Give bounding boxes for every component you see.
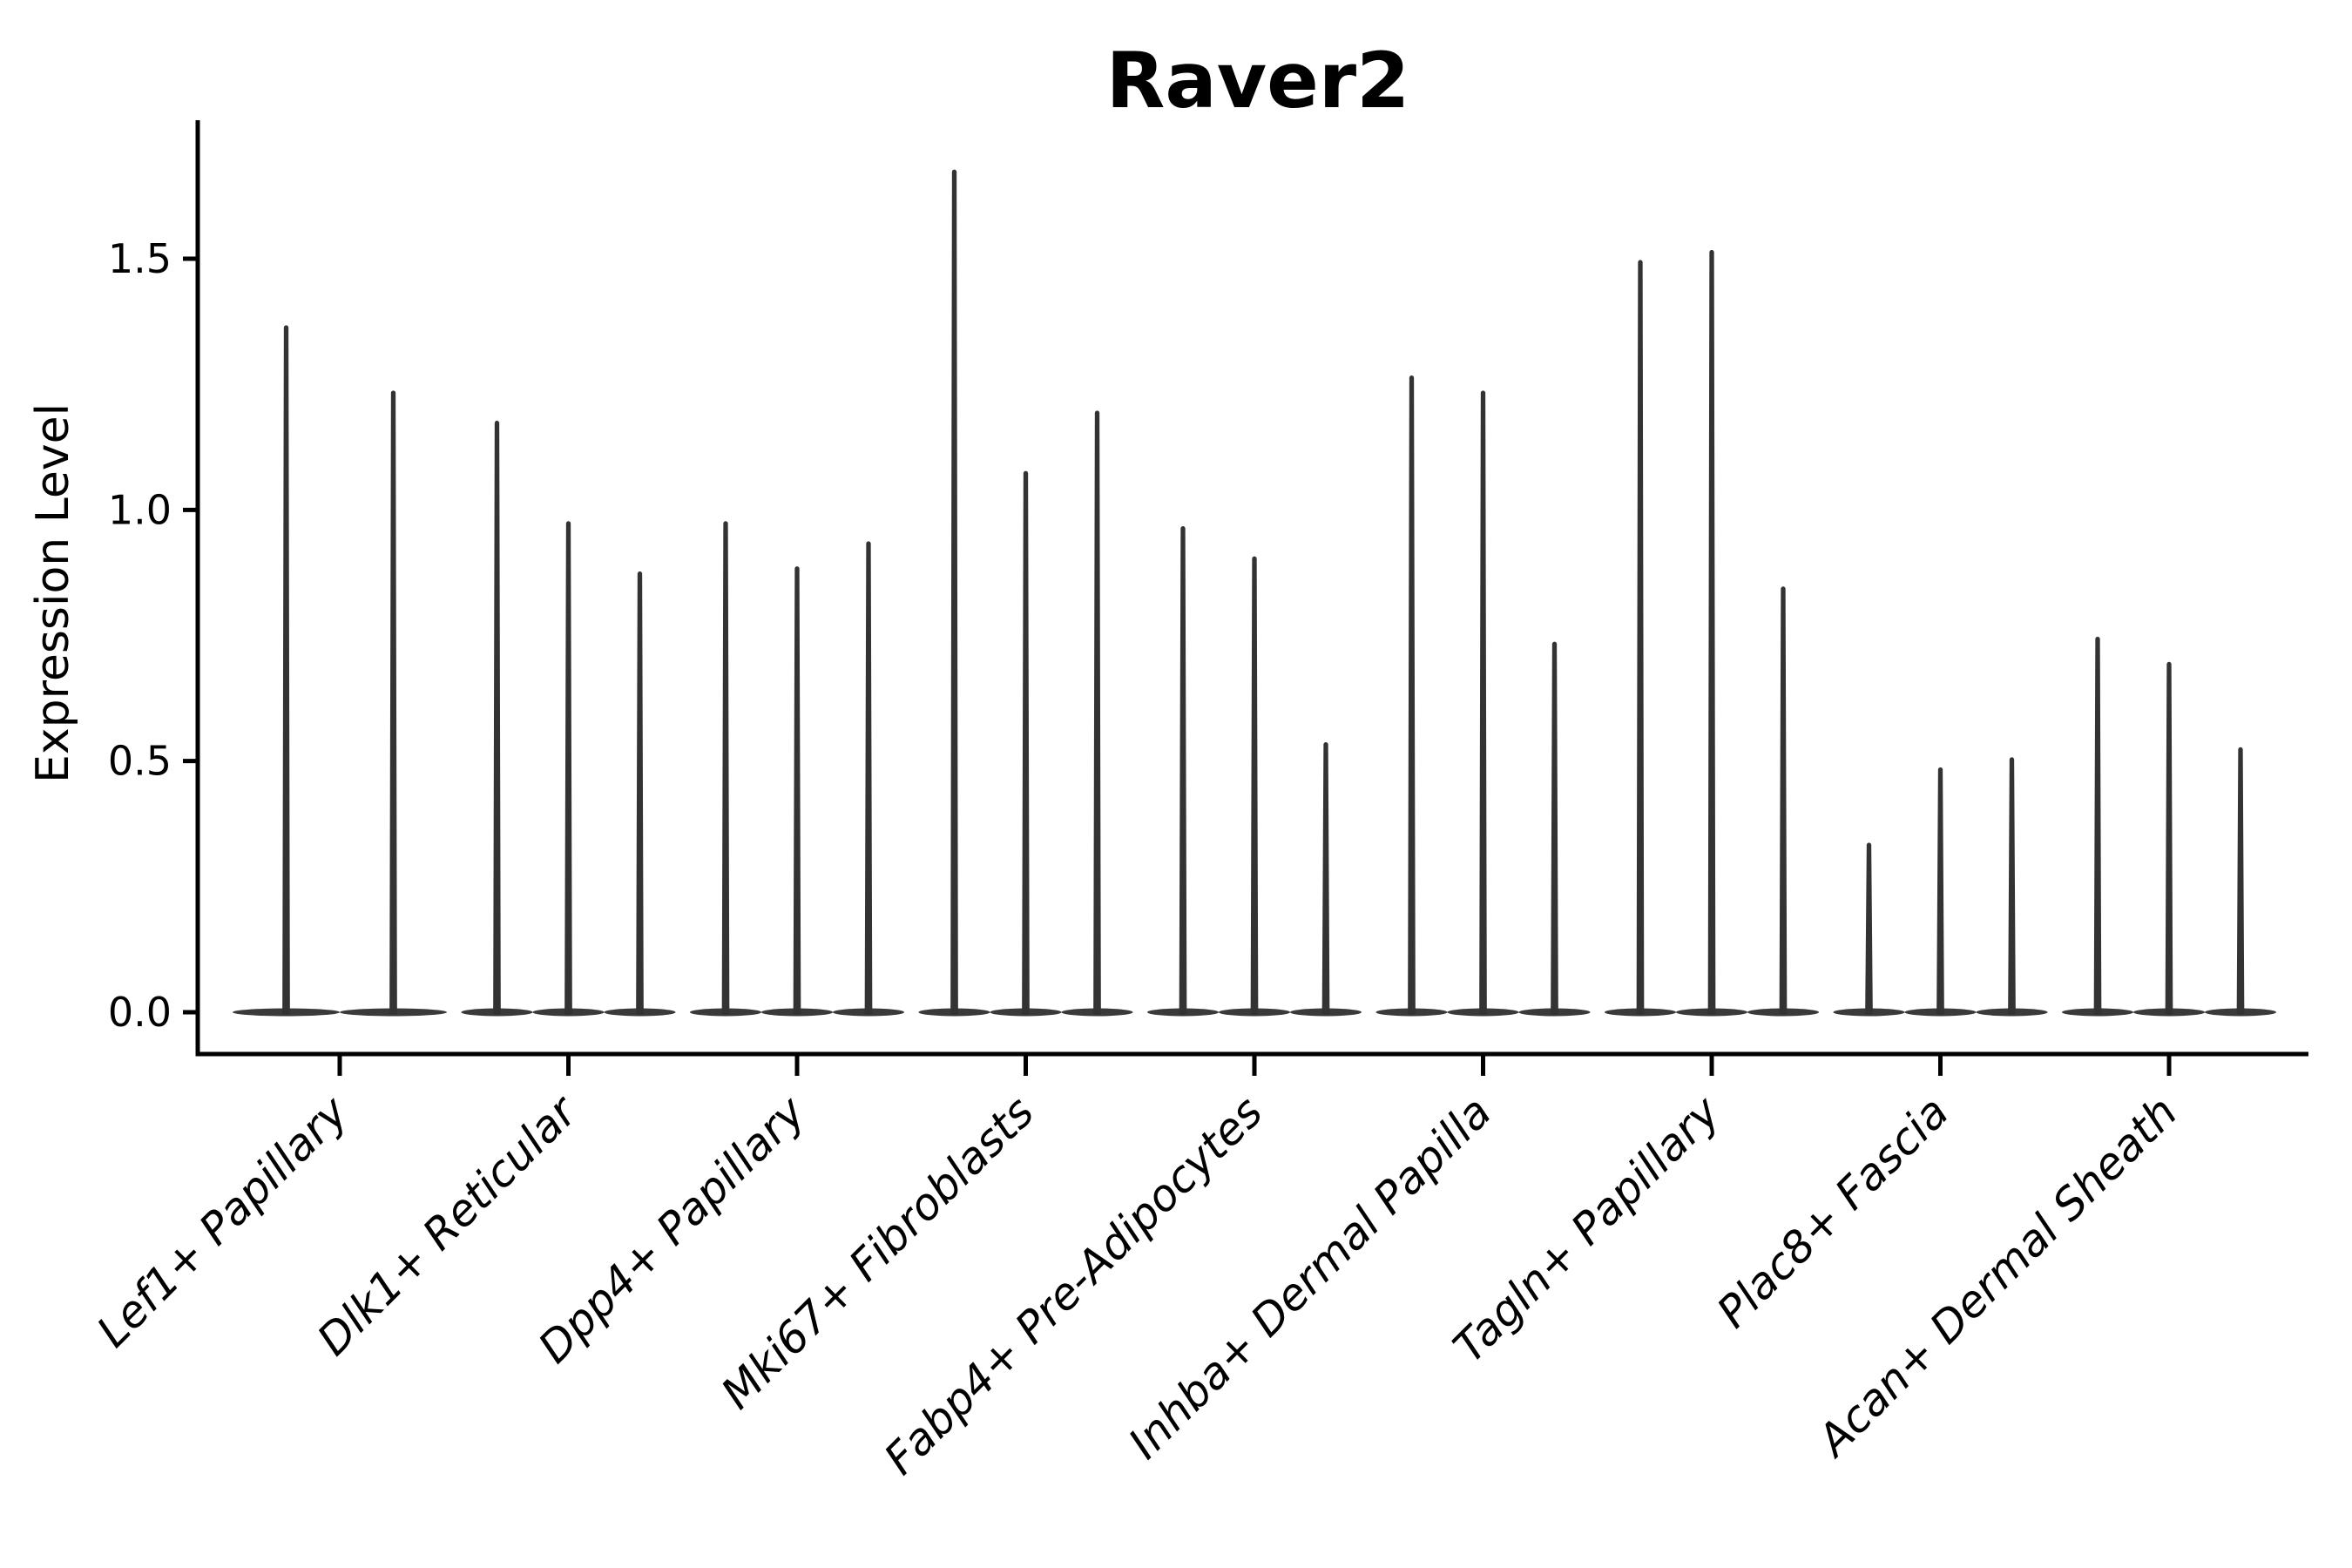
y-axis-label: Expression Level [27, 403, 79, 783]
violin-spike [793, 568, 801, 1015]
violin-spike [1321, 743, 1330, 1015]
violin-spike [1707, 251, 1716, 1015]
y-tick-label: 0.5 [108, 738, 172, 785]
violin-spike [1551, 643, 1558, 1015]
violin-spike [2236, 748, 2245, 1015]
violin-spike [564, 523, 572, 1015]
violin-spike [493, 422, 501, 1015]
violin-spike [1865, 844, 1873, 1015]
violin-spike-tip [866, 541, 871, 546]
violin-spike-tip [637, 571, 643, 577]
violin-spike-tip [565, 521, 571, 526]
violin-spike [1408, 376, 1416, 1015]
x-tick-label: Acan+ Dermal Sheath [1807, 1086, 2187, 1467]
violin-spike-tip [390, 390, 396, 395]
violin-spike-tip [951, 169, 957, 174]
violin-spike [1936, 768, 1944, 1015]
violin-spike-tip [1480, 390, 1486, 395]
violin-spike [1479, 392, 1487, 1015]
violin-spike [2165, 663, 2173, 1015]
x-tick-label: Plac8+ Fascia [1707, 1086, 1958, 1337]
violin-spike-tip [1866, 842, 1872, 848]
y-tick-label: 0.0 [108, 989, 172, 1036]
violin-spike-tip [2095, 636, 2100, 642]
x-tick-label: Inhba+ Dermal Papilla [1119, 1086, 1501, 1468]
violin-spike [1250, 558, 1259, 1015]
violin-spike-tip [1551, 641, 1558, 646]
violin-spike [1636, 261, 1645, 1015]
violin-spike [864, 543, 873, 1015]
violin-spike-tip [1252, 556, 1257, 561]
violin-spike [1022, 472, 1030, 1015]
violin-spike-tip [1781, 586, 1786, 591]
violin-spike [389, 392, 397, 1015]
violin-spike-tip [2009, 757, 2015, 762]
violin-spike [1779, 588, 1788, 1015]
y-tick-label: 1.5 [108, 235, 172, 282]
violin-spike-tip [2238, 747, 2243, 752]
chart-title: Raver2 [1106, 36, 1410, 125]
violin-spike [1093, 412, 1101, 1015]
violin-spike [721, 523, 730, 1015]
violin-spike-tip [1180, 526, 1186, 531]
violin-spike-tip [1937, 767, 1943, 773]
violin-spike [1179, 527, 1187, 1015]
violin-spike [282, 327, 290, 1015]
violin-spike [2008, 759, 2016, 1015]
violin-spike-tip [1638, 260, 1643, 265]
violin-spike [950, 171, 958, 1015]
violin-spike-tip [1094, 410, 1100, 416]
violin-spike-tip [723, 521, 728, 526]
y-tick-label: 1.0 [108, 486, 172, 533]
violin-spike-tip [1323, 741, 1328, 747]
violin-spike-tip [1409, 375, 1415, 381]
violin-spike [636, 572, 644, 1015]
violin-spike-tip [283, 325, 289, 330]
violin-spike-tip [2166, 661, 2172, 666]
violin-spike [2093, 638, 2102, 1015]
x-tick-label: Lef1+ Papillary [87, 1085, 358, 1356]
x-tick-label: Fabp4+ Pre-Adipocytes [875, 1086, 1273, 1484]
violin-spike-tip [1709, 249, 1714, 255]
violin-spike-tip [1023, 470, 1029, 476]
violin-spike-tip [794, 566, 800, 571]
violin-spike-tip [494, 420, 500, 426]
